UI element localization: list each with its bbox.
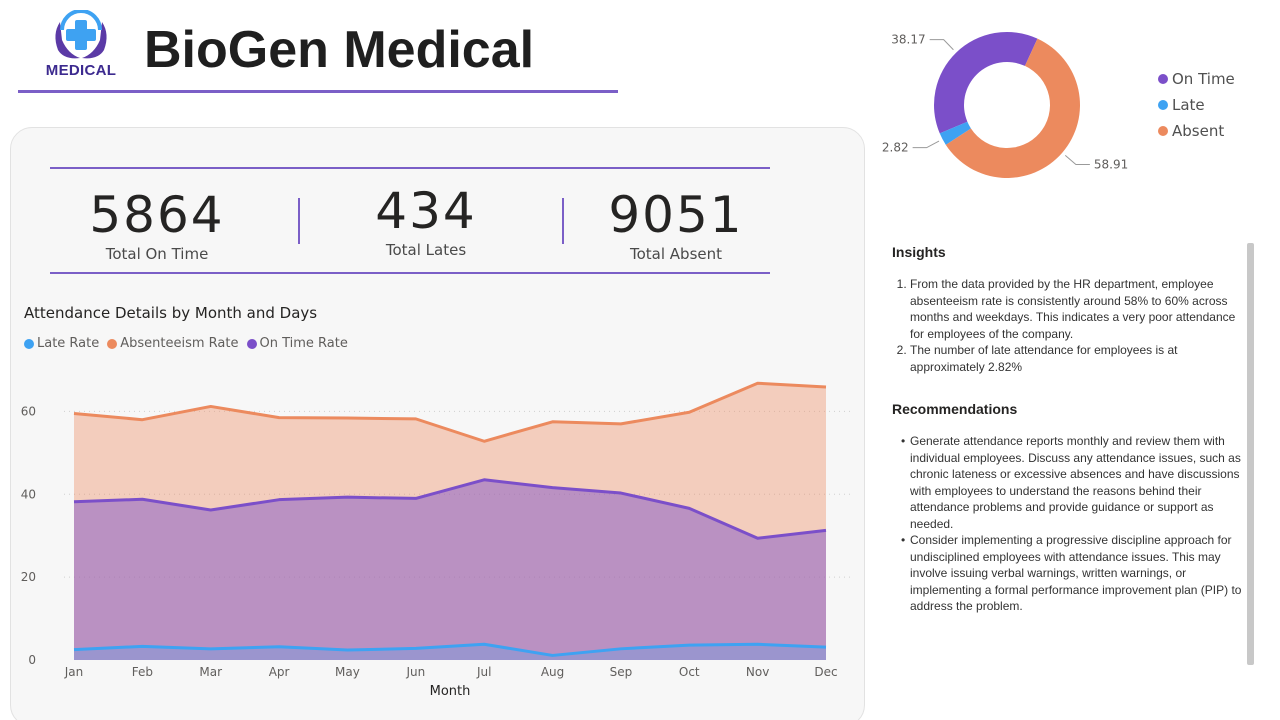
x-tick-label: Jun: [405, 665, 425, 679]
x-tick-label: Oct: [679, 665, 700, 679]
kpi-value: 5864: [89, 186, 225, 244]
page-title: BioGen Medical: [144, 21, 535, 79]
attendance-area-chart: 0 20 40 60 Jan Feb Mar Apr May Jun Jul Aug Sep Oct Nov…: [21, 381, 854, 699]
recommendations-list: Generate attendance reports monthly and …: [892, 433, 1242, 615]
legend-item-late[interactable]: Late: [1158, 96, 1235, 114]
donut-legend: On Time Late Absent: [1158, 70, 1235, 148]
recommendation-item: Generate attendance reports monthly and …: [901, 433, 1242, 532]
legend-dot-icon: [107, 338, 118, 349]
series-line: [73, 478, 827, 540]
legend-dot-icon: [1158, 100, 1168, 110]
donut-leader-line: [912, 140, 940, 149]
kpi-separator: [298, 198, 300, 244]
y-tick-label: 20: [21, 570, 36, 584]
company-logo: MEDICAL: [38, 9, 124, 82]
legend-dot-icon: [246, 338, 257, 349]
kpi-label: Total Lates: [385, 241, 467, 259]
kpi-value: 9051: [608, 186, 744, 244]
recommendations-title: Recommendations: [892, 401, 1018, 417]
donut-leader-line: [929, 39, 954, 51]
medical-cross-icon: [55, 9, 107, 59]
donut-slice: [945, 38, 1080, 178]
series-line: [73, 381, 827, 443]
x-tick-label: Nov: [746, 665, 769, 679]
legend-item-on-time[interactable]: On Time: [1158, 70, 1235, 88]
kpi-bottom-rule: [50, 272, 770, 274]
donut-slice: [939, 121, 971, 145]
legend-label: Late Rate: [37, 336, 100, 351]
legend-dot-icon: [1158, 74, 1168, 84]
x-tick-label: Jan: [64, 665, 84, 679]
insight-item: The number of late attendance for employ…: [910, 342, 1242, 375]
donut-slice: [934, 32, 1038, 134]
x-tick-label: Sep: [610, 665, 633, 679]
title-underline: [18, 90, 618, 93]
recommendation-item: Consider implementing a progressive disc…: [901, 532, 1242, 615]
main-card: [10, 127, 865, 720]
series-area: [74, 479, 826, 660]
legend-item-absenteeism-rate[interactable]: Absenteeism Rate: [107, 336, 239, 351]
y-tick-label: 0: [28, 653, 36, 667]
x-tick-label: Dec: [814, 665, 837, 679]
legend-item-absent[interactable]: Absent: [1158, 122, 1235, 140]
chart-legend: Late Rate Absenteeism Rate On Time Rate: [24, 336, 348, 351]
kpi-label: Total Absent: [629, 245, 722, 263]
legend-label: On Time: [1172, 70, 1235, 88]
insights-panel: Insights From the data provided by the H…: [892, 244, 1242, 615]
attendance-donut-chart: 38.17 2.82 58.91: [882, 32, 1128, 178]
x-tick-label: Jul: [476, 665, 491, 679]
legend-dot-icon: [1158, 126, 1168, 136]
y-tick-label: 40: [21, 487, 36, 501]
series-area: [74, 383, 826, 660]
insights-title: Insights: [892, 244, 946, 260]
donut-data-label: 2.82: [882, 141, 909, 155]
legend-item-late-rate[interactable]: Late Rate: [24, 336, 99, 351]
donut-data-label: 58.91: [1094, 157, 1128, 171]
legend-label: Late: [1172, 96, 1205, 114]
legend-label: Absenteeism Rate: [120, 336, 239, 351]
insights-list: From the data provided by the HR departm…: [892, 276, 1242, 375]
donut-data-label: 38.17: [891, 33, 925, 47]
donut-leader-line: [1064, 154, 1090, 165]
kpi-separator: [562, 198, 564, 244]
kpi-total-lates: 434 Total Lates: [311, 182, 541, 260]
kpi-total-on-time: 5864 Total On Time: [42, 186, 272, 264]
x-tick-label: Aug: [541, 665, 564, 679]
y-tick-label: 60: [21, 404, 36, 418]
legend-dot-icon: [24, 338, 34, 349]
legend-label: Absent: [1172, 122, 1225, 140]
legend-item-on-time-rate[interactable]: On Time Rate: [246, 336, 348, 351]
x-tick-label: Feb: [132, 665, 153, 679]
insight-item: From the data provided by the HR departm…: [910, 276, 1242, 342]
x-axis-title: Month: [430, 684, 471, 699]
x-tick-label: Apr: [269, 665, 290, 679]
x-tick-label: Mar: [199, 665, 222, 679]
series-line: [73, 642, 827, 657]
legend-label: On Time Rate: [259, 336, 348, 351]
logo-text: MEDICAL: [45, 62, 117, 79]
kpi-value: 434: [375, 182, 477, 240]
x-tick-label: May: [335, 665, 360, 679]
kpi-label: Total On Time: [105, 245, 209, 263]
kpi-total-absent: 9051 Total Absent: [561, 186, 791, 264]
insights-scrollbar[interactable]: [1247, 243, 1254, 665]
chart-title: Attendance Details by Month and Days: [24, 304, 318, 322]
kpi-top-rule: [50, 167, 770, 169]
